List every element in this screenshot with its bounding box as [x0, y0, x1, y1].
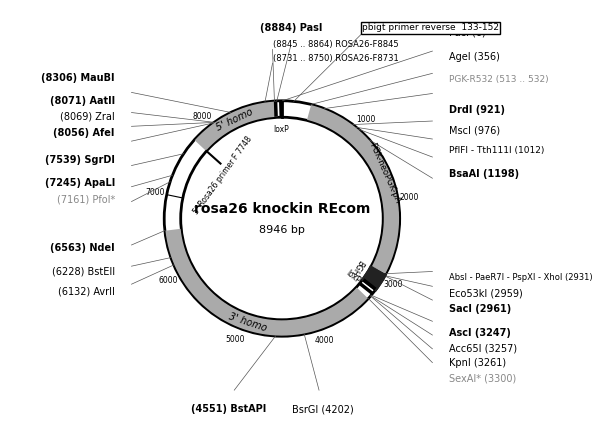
Text: (8731 .. 8750) ROSA26-F8731: (8731 .. 8750) ROSA26-F8731 [273, 54, 398, 63]
Text: AbsI - PaeR7I - PspXI - XhoI (2931): AbsI - PaeR7I - PspXI - XhoI (2931) [449, 273, 593, 282]
Text: 6000: 6000 [159, 276, 178, 285]
Text: PGK-neoPGK-pA: PGK-neoPGK-pA [367, 142, 402, 205]
Text: PGK-R532 (513 .. 532): PGK-R532 (513 .. 532) [449, 75, 549, 84]
Text: 1000: 1000 [356, 115, 375, 124]
Text: (7539) SgrDI: (7539) SgrDI [45, 155, 115, 165]
Text: PacI (6): PacI (6) [449, 28, 486, 38]
Text: 5' homo: 5' homo [215, 107, 255, 132]
Text: (4551) BstAPI: (4551) BstAPI [191, 404, 267, 414]
Text: loxP: loxP [344, 269, 362, 285]
Text: (6132) AvrII: (6132) AvrII [58, 287, 115, 296]
Text: (6563) NdeI: (6563) NdeI [50, 243, 115, 253]
Text: (7161) PfoI*: (7161) PfoI* [57, 194, 115, 205]
Text: (8306) MauBI: (8306) MauBI [41, 73, 115, 83]
Text: 5' Rosa26 primer F 7748: 5' Rosa26 primer F 7748 [192, 135, 254, 216]
Text: PflFI - Tth111I (1012): PflFI - Tth111I (1012) [449, 146, 545, 155]
Text: Acc65I (3257): Acc65I (3257) [449, 343, 517, 353]
Text: (7245) ApaLI: (7245) ApaLI [45, 178, 115, 188]
Text: Eco53kI (2959): Eco53kI (2959) [449, 289, 523, 299]
Text: (6228) BstEII: (6228) BstEII [52, 267, 115, 277]
Text: pbigt primer reverse  133-152: pbigt primer reverse 133-152 [362, 23, 499, 32]
Text: 4000: 4000 [314, 336, 334, 345]
Text: 7000: 7000 [145, 188, 165, 197]
Text: SacI (2961): SacI (2961) [449, 304, 511, 314]
Text: 8000: 8000 [192, 112, 212, 121]
Text: 8946 bp: 8946 bp [259, 225, 305, 235]
Text: KpnI (3261): KpnI (3261) [449, 358, 507, 368]
Text: 3000: 3000 [384, 280, 403, 289]
Text: 3' homo: 3' homo [227, 311, 268, 333]
Text: rosa26 knockin REcom: rosa26 knockin REcom [194, 202, 370, 216]
Text: (8845 .. 8864) ROSA26-F8845: (8845 .. 8864) ROSA26-F8845 [273, 40, 398, 49]
Text: loxP: loxP [273, 125, 289, 134]
Text: 2000: 2000 [400, 193, 419, 201]
Text: DrdI (921): DrdI (921) [449, 105, 505, 115]
Text: BGH: BGH [349, 258, 365, 277]
Text: (8056) AfeI: (8056) AfeI [54, 128, 115, 138]
Text: MscI (976): MscI (976) [449, 125, 500, 135]
Text: AscI (3247): AscI (3247) [449, 328, 511, 338]
Text: (8071) AatII: (8071) AatII [49, 96, 115, 106]
Text: BsaAI (1198): BsaAI (1198) [449, 169, 519, 179]
Text: AgeI (356): AgeI (356) [449, 52, 500, 62]
Text: 5000: 5000 [226, 335, 245, 344]
Text: BsrGI (4202): BsrGI (4202) [292, 404, 354, 414]
Text: (8884) PasI: (8884) PasI [260, 23, 323, 33]
Text: (8069) ZraI: (8069) ZraI [60, 111, 115, 121]
Text: SexAI* (3300): SexAI* (3300) [449, 374, 516, 384]
